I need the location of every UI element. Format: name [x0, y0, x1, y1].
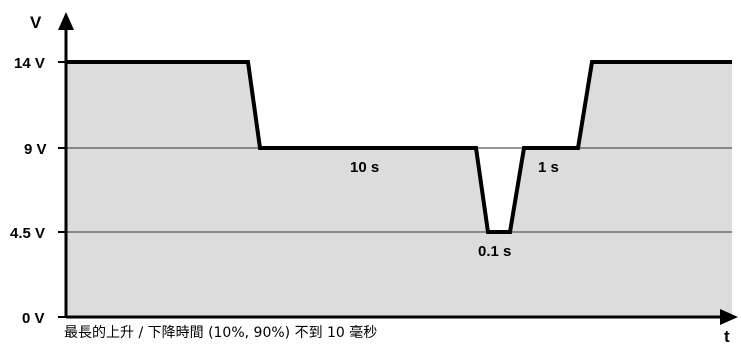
duration-label-long-dip: 10 s [350, 159, 379, 176]
caption: 最長的上升 / 下降時間 (10%, 90%) 不到 10 毫秒 [64, 324, 377, 341]
duration-label-recovery: 1 s [538, 159, 559, 176]
duration-label-short-dip: 0.1 s [478, 243, 511, 260]
level-label-14v: 14 V [14, 55, 45, 72]
voltage-waveform [66, 60, 732, 234]
level-label-9v: 9 V [24, 141, 47, 158]
x-axis-arrow-icon [720, 309, 738, 325]
x-axis-label: t [724, 327, 730, 345]
level-label-0v: 0 V [22, 310, 45, 327]
level-label-4-5v: 4.5 V [10, 225, 45, 242]
y-axis-arrow-icon [58, 12, 74, 30]
y-axis-label: V [30, 13, 42, 32]
